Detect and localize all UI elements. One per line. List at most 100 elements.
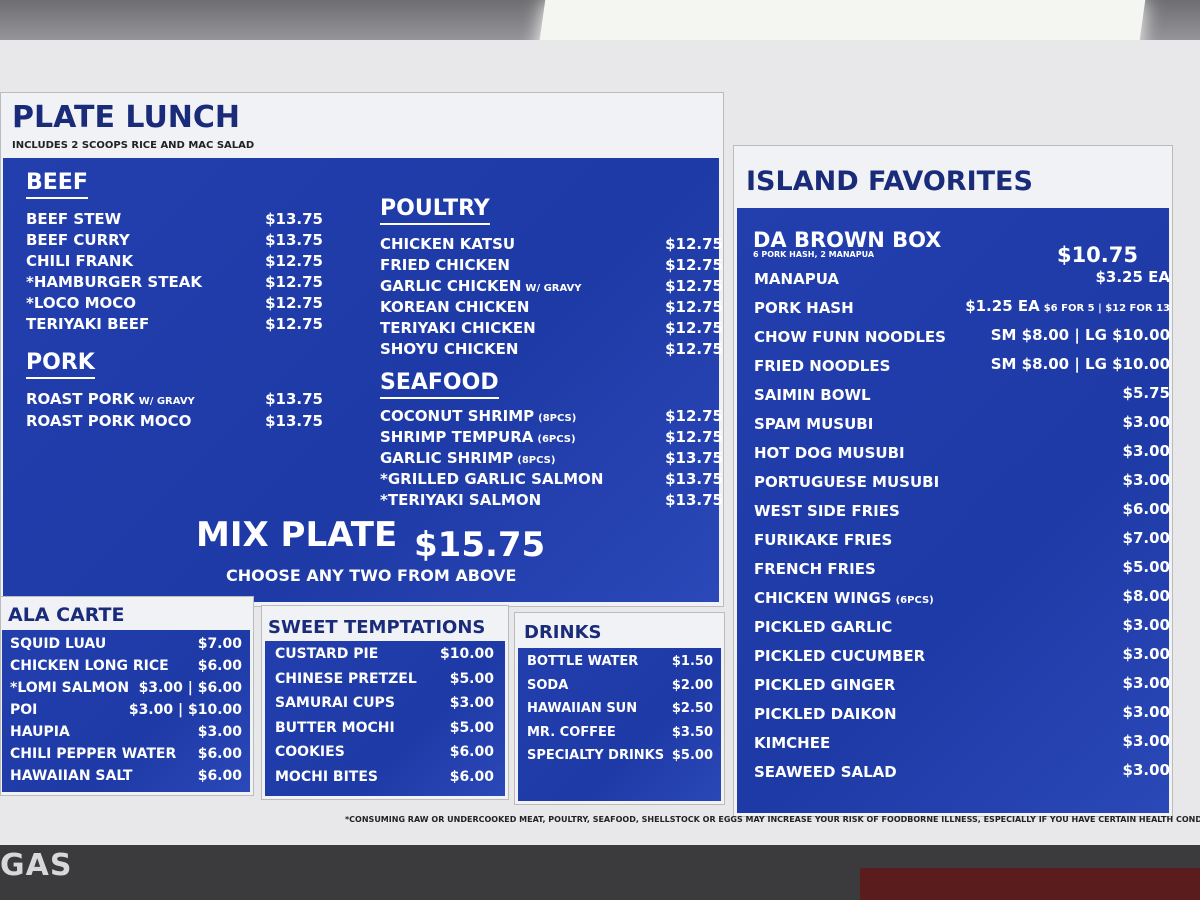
menu-item: SAIMIN BOWL bbox=[754, 386, 871, 404]
menu-item-price: $3.00 | $10.00 bbox=[129, 702, 242, 718]
menu-item: BUTTER MOCHI bbox=[275, 720, 395, 736]
menu-item-price: $12.75 bbox=[665, 298, 723, 316]
brown-box-note: 6 PORK HASH, 2 MANAPUA bbox=[753, 250, 875, 259]
menu-item: PICKLED CUCUMBER bbox=[754, 647, 925, 665]
menu-item: WEST SIDE FRIES bbox=[754, 502, 900, 520]
menu-item-price: $3.00 bbox=[1123, 674, 1170, 692]
menu-item-price: $13.75 bbox=[665, 491, 723, 509]
menu-item-price: SM $8.00 | LG $10.00 bbox=[991, 326, 1170, 344]
menu-item-price: $2.00 bbox=[672, 678, 713, 693]
menu-item-name: SQUID LUAU bbox=[10, 636, 107, 652]
section-heading-seafood: SEAFOOD bbox=[380, 370, 499, 399]
menu-item-price: $5.00 bbox=[1123, 558, 1170, 576]
price-value: $3.00 bbox=[1122, 761, 1170, 779]
menu-item-name: CHICKEN WINGS bbox=[754, 589, 892, 607]
menu-item: CHOW FUNN NOODLES bbox=[754, 328, 946, 346]
menu-item-price: $13.75 bbox=[265, 210, 323, 228]
price-value: $3.00 bbox=[449, 695, 494, 711]
menu-item-name: SAMURAI CUPS bbox=[275, 695, 395, 711]
menu-item-name: *LOCO MOCO bbox=[26, 294, 137, 312]
menu-item: CHICKEN WINGS (6PCS) bbox=[754, 589, 934, 607]
menu-item: SAMURAI CUPS bbox=[275, 695, 395, 711]
price-value: $6.00 bbox=[197, 746, 242, 762]
menu-item-name: SODA bbox=[527, 677, 569, 693]
drinks-board bbox=[518, 648, 721, 801]
price-value: $13.75 bbox=[665, 470, 723, 488]
price-value: $12.75 bbox=[665, 256, 723, 274]
menu-item-price: $6.00 bbox=[198, 658, 242, 674]
ala-carte-title: ALA CARTE bbox=[8, 604, 125, 626]
menu-item-note: W/ GRAVY bbox=[138, 396, 195, 407]
brown-box-name: DA BROWN BOX bbox=[753, 228, 942, 252]
price-value: $12.75 bbox=[665, 319, 723, 337]
price-value: $5.00 bbox=[449, 719, 494, 736]
menu-item-name: GARLIC SHRIMP bbox=[380, 449, 514, 467]
menu-item: *TERIYAKI SALMON bbox=[380, 491, 541, 509]
plate-lunch-subtitle: INCLUDES 2 SCOOPS RICE AND MAC SALAD bbox=[12, 140, 255, 151]
menu-item: COOKIES bbox=[275, 744, 345, 760]
menu-item-name: PICKLED GARLIC bbox=[754, 618, 893, 636]
menu-item-price: $6.00 bbox=[1123, 500, 1170, 518]
menu-item-name: KOREAN CHICKEN bbox=[380, 298, 530, 316]
menu-item-name: SEAWEED SALAD bbox=[754, 763, 897, 781]
price-value: $12.75 bbox=[665, 407, 723, 425]
menu-item-name: MANAPUA bbox=[754, 270, 840, 288]
menu-item-name: SHRIMP TEMPURA bbox=[380, 428, 534, 446]
menu-item-name: CHICKEN KATSU bbox=[380, 235, 516, 253]
menu-item-name: FRIED CHICKEN bbox=[380, 256, 510, 274]
price-value: $13.75 bbox=[265, 412, 323, 430]
menu-item-price: $13.75 bbox=[265, 231, 323, 249]
menu-item-price: $12.75 bbox=[665, 256, 723, 274]
menu-item-name: ROAST PORK bbox=[26, 390, 135, 408]
price-value: $13.75 bbox=[665, 491, 723, 509]
price-value: $12.75 bbox=[665, 428, 723, 446]
price-value: $3.00 bbox=[1122, 674, 1170, 692]
menu-item: SHRIMP TEMPURA (6PCS) bbox=[380, 428, 576, 446]
price-value: $3.00 | $10.00 bbox=[128, 702, 242, 718]
menu-item: SODA bbox=[527, 678, 568, 693]
food-safety-footnote: *CONSUMING RAW OR UNDERCOOKED MEAT, POUL… bbox=[345, 815, 1200, 824]
menu-item-name: WEST SIDE FRIES bbox=[754, 502, 900, 520]
menu-item: BEEF STEW bbox=[26, 210, 121, 228]
menu-item-price: $6.00 bbox=[450, 769, 494, 785]
price-value: $3.00 bbox=[1122, 703, 1170, 721]
price-value: $12.75 bbox=[265, 315, 323, 333]
menu-item-name: FURIKAKE FRIES bbox=[754, 531, 893, 549]
menu-item-name: KIMCHEE bbox=[754, 734, 831, 752]
island-favorites-title: ISLAND FAVORITES bbox=[746, 166, 1033, 197]
menu-item-name: PICKLED GINGER bbox=[754, 676, 896, 694]
menu-item: HAUPIA bbox=[10, 724, 70, 740]
background-sign: GAS bbox=[0, 848, 73, 883]
price-value: $5.00 bbox=[449, 670, 494, 687]
menu-item-note: (8PCS) bbox=[517, 455, 556, 466]
menu-item: *LOMI SALMON bbox=[10, 680, 129, 696]
menu-item-price: $3.00 bbox=[1123, 413, 1170, 431]
menu-item-name: SPAM MUSUBI bbox=[754, 415, 874, 433]
price-value: $2.00 bbox=[671, 677, 713, 693]
menu-item: CHILI FRANK bbox=[26, 252, 133, 270]
price-value: $6.00 bbox=[1122, 500, 1170, 518]
menu-item-name: *HAMBURGER STEAK bbox=[26, 273, 202, 291]
price-value: $3.00 bbox=[1122, 732, 1170, 750]
price-value: $2.50 bbox=[671, 701, 713, 716]
price-value: $10.00 bbox=[439, 646, 494, 662]
menu-item-price: $12.75 bbox=[665, 340, 723, 358]
menu-item-price: $3.00 bbox=[1123, 471, 1170, 489]
menu-item-price: $13.75 bbox=[665, 449, 723, 467]
menu-item-price: $3.25 EA bbox=[1095, 268, 1170, 286]
menu-item: HOT DOG MUSUBI bbox=[754, 444, 905, 462]
price-value: $3.25 EA bbox=[1095, 268, 1170, 286]
menu-item: CHICKEN KATSU bbox=[380, 235, 515, 253]
menu-item-price: $3.00 bbox=[198, 724, 242, 740]
menu-item-price: $7.00 bbox=[198, 636, 242, 652]
menu-item-price: $3.00 bbox=[450, 695, 494, 711]
price-value: $3.00 bbox=[1122, 471, 1170, 489]
menu-item-name: BEEF CURRY bbox=[26, 231, 130, 249]
menu-item-price: $12.75 bbox=[265, 252, 323, 270]
menu-item: ROAST PORK MOCO bbox=[26, 412, 191, 430]
ala-carte-board bbox=[2, 630, 250, 792]
menu-item-name: BUTTER MOCHI bbox=[275, 719, 395, 736]
menu-item: SEAWEED SALAD bbox=[754, 763, 897, 781]
menu-item-price: $3.00 bbox=[1123, 645, 1170, 663]
menu-item-price: $12.75 bbox=[665, 235, 723, 253]
